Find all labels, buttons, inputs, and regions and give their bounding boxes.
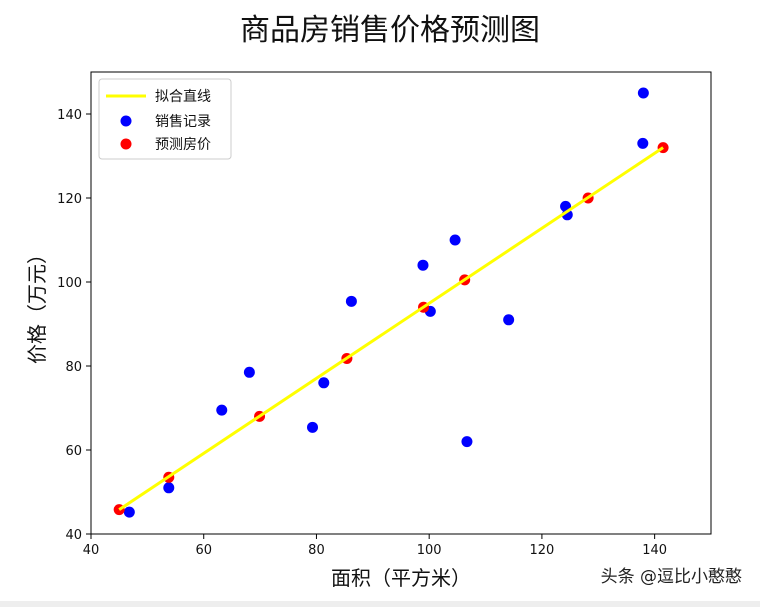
sales-record-point: [637, 87, 649, 99]
legend-label-sales-records: 销售记录: [155, 114, 211, 130]
fit-line: [118, 146, 664, 511]
ticks-layer: 40 60 80 100 120 140 40 60 80 100 120 140: [57, 108, 667, 558]
sales-record-point: [503, 314, 515, 326]
legend-blue-swatch: [120, 115, 132, 127]
legend-red-swatch: [120, 138, 132, 150]
y-axis-label: 价格（万元）: [25, 244, 49, 364]
bottom-strip: [0, 601, 760, 607]
x-tick-label: 140: [642, 543, 667, 558]
legend: 拟合直线 销售记录 预测房价: [98, 78, 232, 160]
x-axis-label: 面积（平方米）: [331, 566, 471, 590]
sales-record-point: [345, 295, 357, 307]
x-tick-label: 120: [529, 543, 554, 558]
chart-title: 商品房销售价格预测图: [240, 13, 540, 48]
y-tick-label: 60: [65, 444, 82, 459]
sales-record-point: [637, 137, 649, 149]
sales-record-point: [307, 421, 319, 433]
sales-record-point: [216, 404, 228, 416]
legend-label-predicted-price: 预测房价: [155, 137, 211, 153]
sales-record-point: [163, 482, 175, 494]
y-tick-label: 120: [57, 192, 82, 207]
y-tick-label: 80: [65, 360, 82, 375]
sales-record-point: [449, 234, 461, 246]
y-tick-label: 40: [65, 528, 82, 543]
y-tick-label: 100: [57, 276, 82, 291]
x-tick-label: 40: [83, 543, 100, 558]
sales-record-point: [318, 377, 330, 389]
x-tick-label: 100: [417, 543, 442, 558]
watermark: 头条 @逗比小憨憨: [600, 567, 742, 587]
sales-record-point: [417, 259, 429, 271]
legend-label-fit-line: 拟合直线: [155, 88, 211, 105]
y-tick-label: 140: [57, 108, 82, 123]
x-tick-label: 60: [195, 543, 212, 558]
sales-record-point: [461, 436, 473, 448]
marks-layer: [113, 87, 669, 518]
sales-record-point: [123, 506, 135, 518]
legend-box: [98, 78, 232, 160]
sales-record-point: [243, 366, 255, 378]
x-tick-label: 80: [308, 543, 325, 558]
